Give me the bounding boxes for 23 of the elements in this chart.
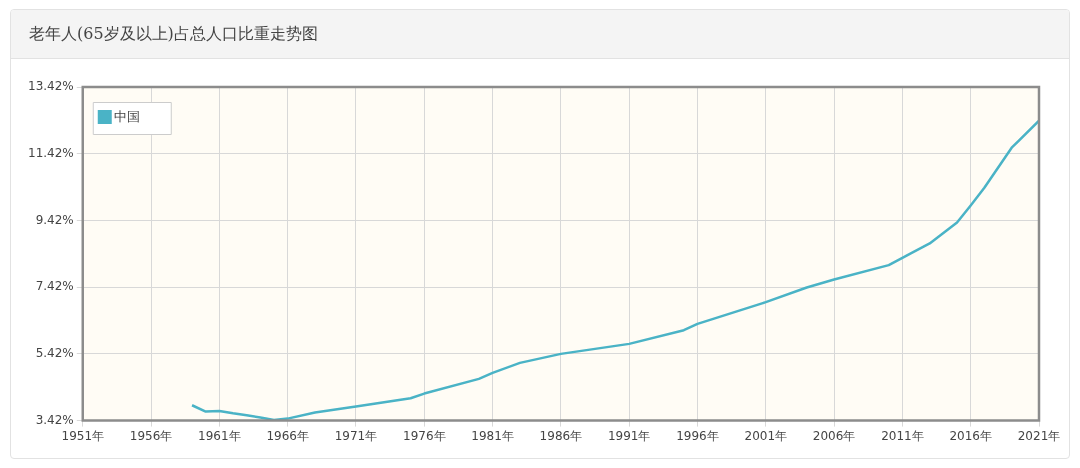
x-tick-label: 1986年: [539, 428, 583, 443]
chart-title: 老年人(65岁及以上)占总人口比重走势图: [29, 23, 318, 45]
x-tick-label: 2021年: [1017, 428, 1061, 443]
x-tick-label: 1971年: [334, 428, 378, 443]
y-tick-label: 9.42%: [35, 212, 74, 227]
x-tick-label: 1966年: [266, 428, 309, 443]
x-tick-label: 2016年: [949, 428, 992, 443]
x-tick-label: 2006年: [812, 428, 856, 443]
x-tick-label: 1996年: [676, 428, 719, 443]
y-tick-label: 11.42%: [27, 145, 74, 160]
legend-label: 中国: [113, 109, 140, 125]
y-tick-label: 7.42%: [35, 279, 74, 294]
y-tick-label: 5.42%: [35, 346, 74, 361]
x-tick-label: 1981年: [471, 428, 514, 443]
x-tick-label: 2011年: [881, 428, 924, 443]
x-tick-label: 1951年: [61, 428, 105, 443]
y-tick-label: 13.42%: [27, 79, 74, 94]
y-tick-label: 3.42%: [35, 412, 74, 427]
x-tick-label: 1961年: [198, 428, 241, 443]
x-tick-label: 1991年: [607, 428, 651, 443]
x-tick-label: 1976年: [403, 428, 446, 443]
x-tick-label: 1956年: [129, 428, 173, 443]
x-tick-label: 2001年: [744, 428, 788, 443]
